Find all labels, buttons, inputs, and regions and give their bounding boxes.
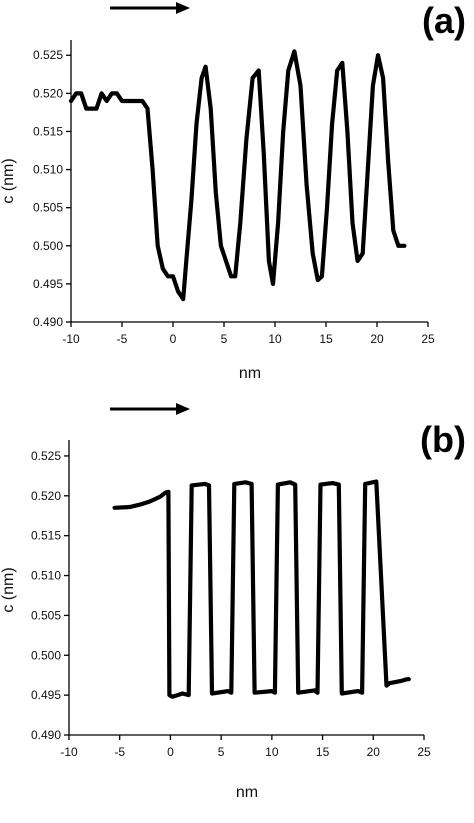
panel-label-b: (b) (420, 419, 466, 460)
x-tick-label-a: 25 (421, 332, 435, 346)
y-tick-label-a: 0.525 (33, 48, 63, 62)
x-tick-label-a: 10 (268, 332, 282, 346)
x-tick-label-a: 15 (319, 332, 333, 346)
x-tick-label-b: 0 (167, 745, 174, 759)
x-tick-label-a: 0 (170, 332, 177, 346)
axes-a (70, 40, 428, 323)
x-axis-title-a: nm (239, 365, 261, 382)
y-tick-label-b: 0.520 (31, 489, 61, 503)
x-tick-label-b: 10 (265, 745, 279, 759)
y-tick-label-a: 0.490 (33, 315, 63, 329)
x-tick-label-b: 20 (367, 745, 381, 759)
x-tick-label-b: 5 (218, 745, 225, 759)
y-tick-label-b: 0.525 (31, 449, 61, 463)
y-tick-label-b: 0.505 (31, 608, 61, 622)
y-tick-label-a: 0.515 (33, 124, 63, 138)
panel-label-a: (a) (422, 0, 466, 41)
panel-b: (b) -10 -5 0 5 10 15 20 25 0.490 0.495 0.500 0.505 0… (0, 403, 466, 801)
y-axis-title-a: c (nm) (0, 158, 17, 203)
y-tick-label-b: 0.515 (31, 529, 61, 543)
series-line-a (68, 49, 407, 302)
y-tick-label-a: 0.495 (33, 277, 63, 291)
direction-arrow-a (110, 2, 190, 14)
x-tick-label-b: -10 (60, 745, 78, 759)
panel-a: (a) -10 -5 0 5 10 15 20 25 0.490 0.495 0.500 0.505 0… (0, 0, 466, 382)
y-axis-title-b: c (nm) (0, 567, 17, 612)
y-tick-label-a: 0.510 (33, 163, 63, 177)
y-tick-label-a: 0.500 (33, 239, 63, 253)
y-tick-label-b: 0.500 (31, 648, 61, 662)
x-axis-title-b: nm (236, 784, 258, 801)
direction-arrow-b (110, 403, 190, 415)
x-tick-label-a: -10 (62, 332, 80, 346)
x-tick-label-b: -5 (114, 745, 125, 759)
y-tick-label-b: 0.510 (31, 569, 61, 583)
series-line-b (112, 479, 411, 699)
x-tick-label-b: 15 (316, 745, 330, 759)
x-tick-label-a: -5 (117, 332, 128, 346)
y-tick-label-a: 0.520 (33, 86, 63, 100)
axes-b (68, 440, 424, 736)
y-tick-label-b: 0.495 (31, 688, 61, 702)
x-tick-label-a: 20 (370, 332, 384, 346)
y-tick-label-b: 0.490 (31, 728, 61, 742)
x-tick-label-b: 25 (417, 745, 431, 759)
x-tick-label-a: 5 (221, 332, 228, 346)
y-tick-label-a: 0.505 (33, 201, 63, 215)
